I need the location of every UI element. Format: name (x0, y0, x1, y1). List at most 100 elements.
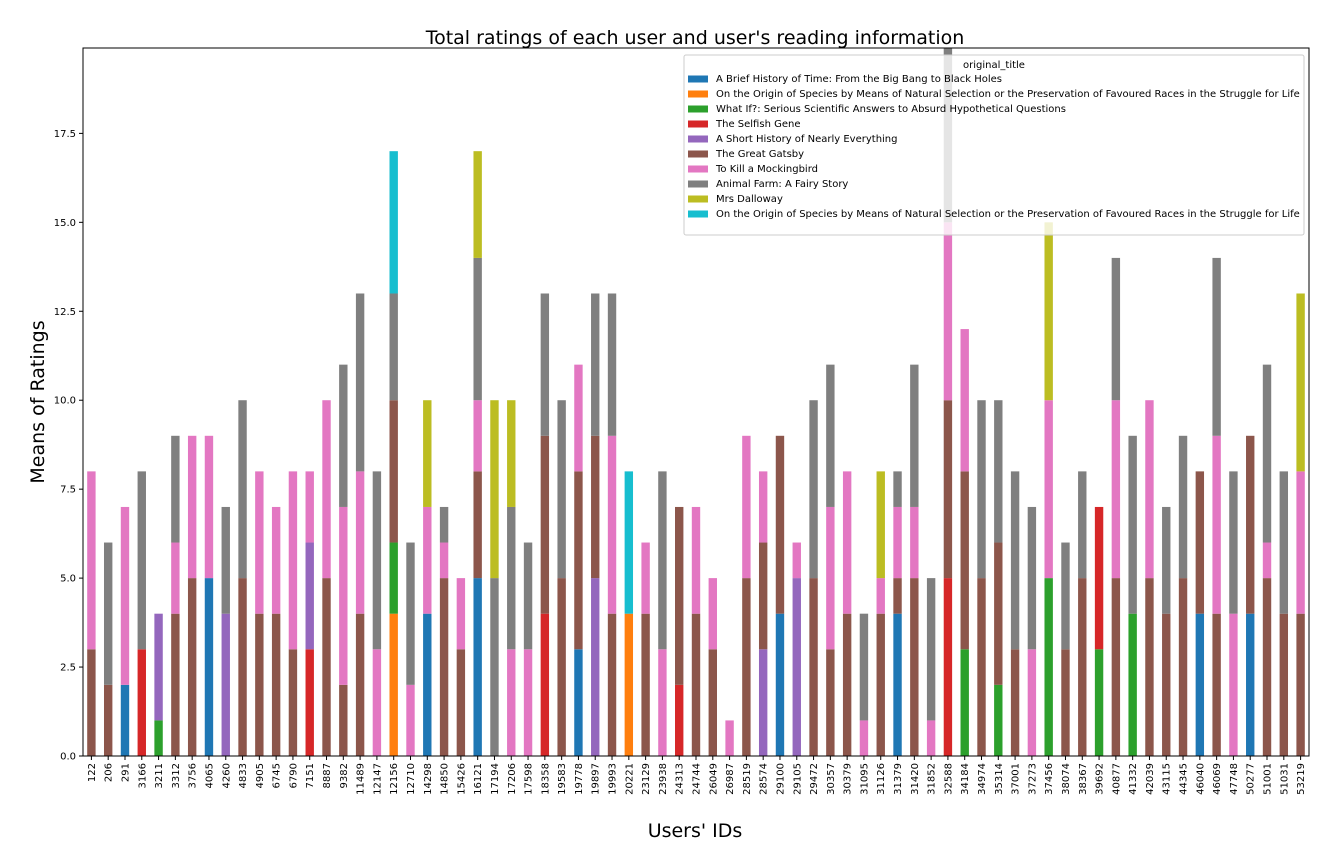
x-tick-label: 19778 (574, 763, 585, 795)
x-tick-label: 18358 (540, 763, 551, 795)
bar-segment (439, 542, 449, 579)
bar-segment (775, 435, 785, 614)
x-tick-label: 32588 (943, 763, 954, 795)
x-tick-label: 7151 (305, 763, 316, 788)
bar-segment (1128, 613, 1137, 756)
bar-segment (1279, 471, 1289, 614)
bar-segment (708, 578, 717, 650)
bar-segment (1061, 542, 1070, 650)
bar-segment (288, 649, 298, 756)
x-tick-label: 19897 (591, 763, 602, 795)
legend-swatch (688, 75, 708, 83)
bar-segment (842, 471, 852, 614)
bar-segment (1262, 364, 1272, 543)
bar-segment (439, 506, 449, 543)
bar-segment (876, 578, 885, 614)
bar-segment (859, 720, 869, 756)
bar-segment (221, 613, 230, 756)
x-tick-label: 3166 (137, 763, 148, 788)
x-tick-label: 24313 (675, 763, 686, 795)
x-tick-label: 3756 (188, 763, 199, 788)
bar-segment (490, 400, 499, 579)
bar-segment (691, 613, 701, 756)
x-tick-label: 17206 (507, 763, 518, 795)
bar-segment (1178, 435, 1188, 579)
legend-box (683, 54, 1305, 236)
bar-segment (960, 329, 969, 472)
bar-segment (1178, 578, 1188, 756)
bar-segment (910, 506, 919, 579)
bar-segment (473, 400, 482, 472)
y-tick-label: 15.0 (54, 218, 76, 229)
bar-segment (154, 720, 163, 756)
y-tick-label: 0.0 (60, 752, 76, 763)
bar-segment (994, 684, 1003, 756)
bar-segment (221, 506, 230, 614)
bar-segment (473, 471, 482, 579)
legend-label: To Kill a Mockingbird (715, 164, 818, 175)
bar-segment (775, 613, 785, 756)
bar-segment (1027, 506, 1037, 650)
bar-segment (826, 649, 835, 756)
bar-segment (893, 613, 902, 756)
bar-segment (725, 720, 734, 756)
bar-segment (473, 151, 482, 258)
bar-segment (758, 471, 768, 543)
x-tick-label: 51031 (1279, 763, 1290, 795)
bar-segment (1195, 613, 1205, 756)
bar-segment (1111, 400, 1121, 579)
bar-segment (204, 578, 214, 756)
legend-swatch (688, 90, 708, 98)
bar-segment (389, 293, 398, 401)
bar-segment (742, 435, 751, 579)
legend-label: What If?: Serious Scientific Answers to … (716, 104, 1066, 115)
legend-label: Mrs Dalloway (716, 194, 783, 205)
x-tick-label: 16121 (473, 763, 484, 795)
bar-segment (288, 471, 298, 650)
bar-segment (994, 542, 1003, 685)
bar-segment (591, 435, 600, 579)
bar-segment (1246, 435, 1255, 614)
bar-segment (591, 578, 600, 756)
x-tick-label: 37001 (1011, 763, 1022, 795)
bar-segment (1212, 613, 1221, 756)
bar-segment (1145, 400, 1154, 579)
bar-segment (842, 613, 852, 756)
bar-segment (305, 471, 314, 543)
bar-segment (507, 506, 516, 650)
x-tick-label: 14850 (440, 763, 451, 795)
bar-segment (372, 471, 382, 650)
bar-segment (926, 578, 936, 721)
bar-segment (591, 293, 600, 436)
y-tick-label: 10.0 (54, 396, 76, 407)
bar-segment (826, 364, 835, 507)
bar-segment (137, 649, 146, 756)
bar-segment (876, 471, 885, 579)
x-tick-label: 34974 (977, 763, 988, 795)
x-tick-label: 3312 (171, 763, 182, 788)
bar-segment (893, 471, 902, 507)
legend-label: A Short History of Nearly Everything (716, 134, 898, 145)
x-tick-label: 28574 (759, 763, 770, 795)
bar-segment (960, 471, 969, 650)
bar-segment (1078, 578, 1087, 756)
bar-segment (456, 649, 466, 756)
x-tick-label: 31420 (910, 763, 921, 795)
legend-swatch (688, 150, 708, 158)
bar-segment (1044, 222, 1053, 401)
bar-segment (994, 400, 1003, 543)
bar-segment (1061, 649, 1070, 756)
x-tick-label: 12710 (406, 763, 417, 795)
y-tick-label: 17.5 (54, 129, 76, 140)
x-tick-label: 20221 (624, 763, 635, 795)
bar-segment (557, 578, 566, 756)
bar-segment (339, 506, 348, 685)
x-tick-label: 26049 (708, 763, 719, 795)
x-tick-label: 46040 (1195, 763, 1206, 795)
bar-segment (523, 542, 533, 650)
bars (87, 48, 1305, 756)
x-tick-label: 29472 (809, 763, 820, 795)
bar-segment (473, 257, 482, 401)
